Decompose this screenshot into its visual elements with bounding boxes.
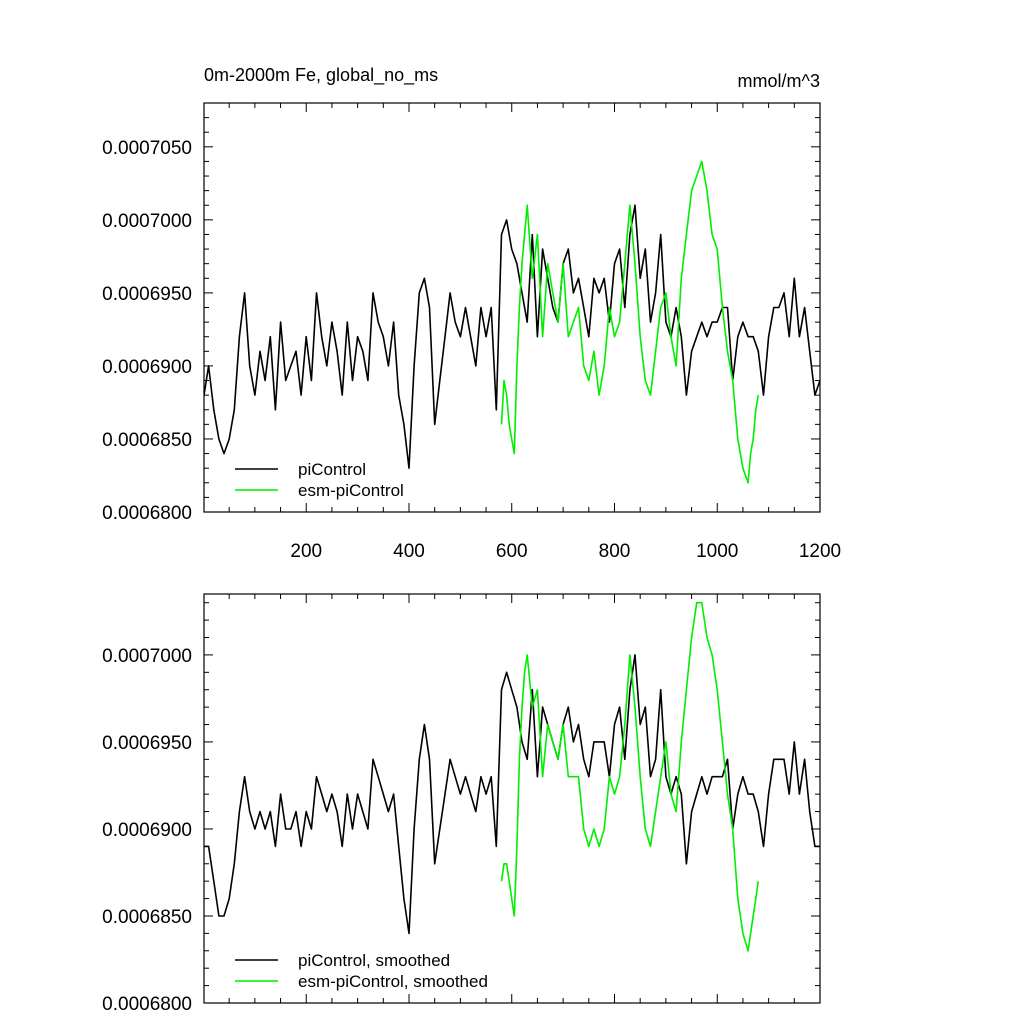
y-tick-label: 0.0006800 xyxy=(102,503,192,524)
y-tick-label: 0.0006950 xyxy=(102,733,192,754)
y-tick-label: 0.0006900 xyxy=(102,357,192,378)
x-tick-label: 1000 xyxy=(696,541,738,562)
y-tick-label: 0.0006850 xyxy=(102,430,192,451)
y-tick-label: 0.0006900 xyxy=(102,820,192,841)
series-line-picontrol xyxy=(204,204,820,470)
x-tick-label: 800 xyxy=(599,541,631,562)
series-line-esm-picontrol xyxy=(500,160,760,484)
series-line-esm-picontrol-smoothed xyxy=(500,601,760,952)
legend-label: piControl xyxy=(298,460,366,479)
x-tick-label: 600 xyxy=(496,541,528,562)
y-tick-label: 0.0006800 xyxy=(102,994,192,1015)
legend-label: esm-piControl, smoothed xyxy=(298,972,488,991)
y-tick-label: 0.0007000 xyxy=(102,211,192,232)
y-tick-label: 0.0006850 xyxy=(102,907,192,928)
x-tick-label: 200 xyxy=(290,541,322,562)
series-line-picontrol-smoothed xyxy=(204,654,820,935)
y-tick-label: 0.0007050 xyxy=(102,138,192,159)
x-tick-label: 400 xyxy=(393,541,425,562)
bottom-panel-smoothed: 0.0006800 0.0006850 0.0006900 0.0006950 0.00… xyxy=(102,593,821,1015)
y-tick-label: 0.0006950 xyxy=(102,284,192,305)
legend-label: esm-piControl xyxy=(298,481,404,500)
legend-label: piControl, smoothed xyxy=(298,951,450,970)
chart-title: 0m-2000m Fe, global_no_ms xyxy=(204,65,438,86)
top-panel-raw: 200 400 600 800 1000 1200 0.0006800 0.0006850 0.… xyxy=(102,65,841,562)
units-label: mmol/m^3 xyxy=(738,71,820,91)
x-tick-label: 1200 xyxy=(799,541,841,562)
y-tick-label: 0.0007000 xyxy=(102,646,192,667)
